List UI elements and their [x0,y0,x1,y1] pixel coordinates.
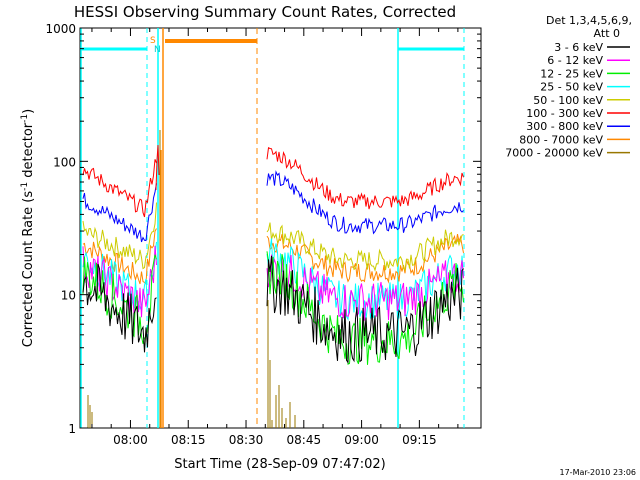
axis-ticks: 08:00 08:15 08:30 08:45 09:00 09:15 1 10 100 1000 [45,22,481,447]
series-4 [82,202,464,272]
legend-label: 3 - 6 keV [554,41,603,54]
legend-label: 300 - 800 keV [526,120,603,133]
legend-label: 800 - 7000 keV [519,133,603,146]
chart-title: HESSI Observing Summary Count Rates, Cor… [74,3,456,21]
series-line-orbit1 [82,159,157,218]
series-line-orbit2 [266,222,464,272]
series-line-orbit2 [266,255,464,364]
series-spike [155,144,160,191]
series-line-orbit1 [82,228,157,285]
series-6 [82,170,464,243]
x-tick-label: 08:45 [287,433,322,447]
series-line-orbit2 [266,254,464,321]
series-line-orbit1 [82,202,157,270]
legend-header-line1: Det 1,3,4,5,6,9, [546,14,632,27]
series-line-orbit1 [82,183,157,243]
plot-frame [79,27,482,429]
legend-label: 12 - 25 keV [540,67,603,80]
flag-lines [80,28,465,428]
y-tick-label: 1000 [45,22,76,36]
y-tick-label: 10 [61,289,76,303]
series-line-orbit2 [266,170,464,235]
saa-flag-label: S [150,36,156,46]
x-tick-label: 09:15 [402,433,437,447]
series-line-orbit2 [266,147,464,210]
legend-label: 50 - 100 keV [533,94,603,107]
footer-date: 17-Mar-2010 23:06 [560,468,637,477]
series-line-orbit1 [82,254,157,344]
x-tick-label: 08:30 [229,433,264,447]
legend-label: 6 - 12 keV [547,54,603,67]
night-flag-label: N [154,45,161,55]
x-axis-label: Start Time (28-Sep-09 07:47:02) [174,457,385,472]
series-1 [82,245,464,321]
y-tick-label: 1 [68,422,76,436]
legend-label: 100 - 300 keV [526,107,603,120]
y-axis-label: Corrected Count Rate (s-1 detector-1) [20,109,36,347]
series-7 [82,228,464,285]
series-line-orbit1 [82,241,157,311]
series-line-orbit1 [82,263,157,353]
legend-label: 25 - 50 keV [540,81,603,94]
x-tick-label: 08:15 [171,433,206,447]
legend-label: 7000 - 20000 keV [505,147,603,160]
x-tick-label: 08:00 [113,433,148,447]
series-5 [82,147,464,218]
series-layer [82,130,464,428]
series-0 [82,255,464,364]
series-line-orbit1 [82,245,157,318]
y-tick-label: 100 [53,155,76,169]
legend-header-line2: Att 0 [594,27,620,40]
x-tick-label: 09:00 [344,433,379,447]
